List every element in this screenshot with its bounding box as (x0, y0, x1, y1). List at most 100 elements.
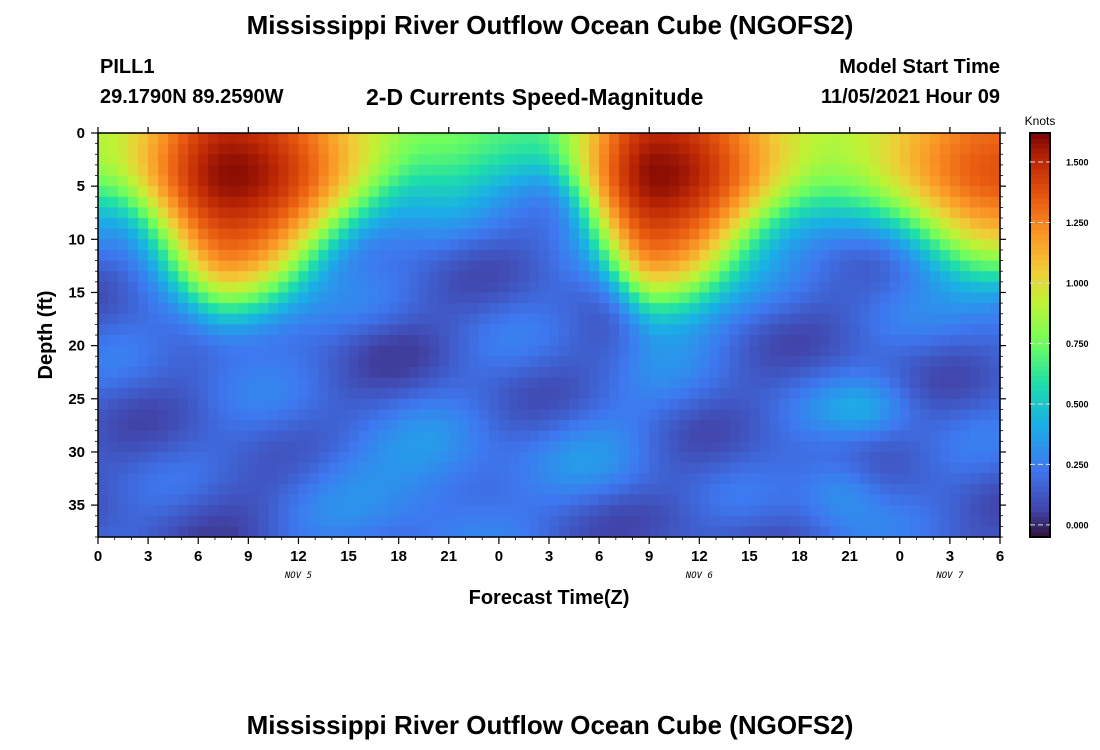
heatmap-cell (158, 388, 169, 400)
heatmap-cell (609, 133, 620, 145)
heatmap-cell (729, 483, 741, 496)
heatmap-cell (939, 303, 951, 315)
heatmap-cell (538, 281, 550, 294)
heatmap-cell (318, 196, 330, 209)
heatmap-cell (589, 451, 600, 464)
heatmap-cell (719, 164, 730, 177)
heatmap-cell (538, 526, 550, 538)
heatmap-cell (478, 430, 490, 442)
heatmap-cell (939, 398, 951, 411)
heatmap-cell (538, 473, 550, 485)
heatmap-cell (338, 526, 350, 538)
heatmap-cell (168, 473, 179, 485)
heatmap-cell (108, 420, 119, 432)
heatmap-cell (298, 143, 310, 155)
heatmap-cell (188, 154, 199, 166)
heatmap-cell (989, 228, 1001, 240)
heatmap-cell (208, 494, 219, 506)
heatmap-cell (388, 515, 400, 527)
heatmap-cell (569, 133, 580, 145)
heatmap-cell (669, 196, 680, 209)
heatmap-cell (378, 420, 390, 432)
heatmap-cell (749, 345, 761, 357)
heatmap-cell (579, 420, 590, 432)
heatmap-cell (689, 377, 700, 389)
heatmap-cell (909, 366, 921, 379)
heatmap-cell (619, 505, 630, 517)
heatmap-cell (799, 196, 811, 209)
heatmap-cell (238, 271, 249, 283)
colorbar-segment (1030, 360, 1050, 366)
heatmap-cell (849, 207, 861, 219)
heatmap-cell (939, 271, 951, 283)
heatmap-cell (989, 239, 1001, 251)
heatmap-cell (699, 186, 710, 198)
heatmap-cell (959, 366, 971, 379)
heatmap-cell (328, 409, 340, 421)
heatmap-cell (609, 377, 620, 389)
heatmap-cell (609, 249, 620, 262)
heatmap-cell (789, 324, 801, 336)
heatmap-cell (959, 313, 971, 325)
heatmap-cell (729, 473, 741, 485)
heatmap-cell (569, 388, 580, 400)
heatmap-cell (418, 420, 430, 432)
heatmap-cell (268, 366, 279, 379)
heatmap-cell (889, 228, 901, 240)
colorbar-segment (1030, 198, 1050, 205)
heatmap-cell (839, 335, 851, 347)
heatmap-cell (969, 154, 981, 166)
heatmap-cell (909, 271, 921, 283)
heatmap-cell (959, 409, 971, 421)
heatmap-cell (639, 239, 650, 251)
heatmap-cell (709, 462, 720, 474)
heatmap-cell (639, 505, 650, 517)
heatmap-cell (238, 303, 249, 315)
heatmap-cell (198, 388, 209, 400)
heatmap-cell (879, 420, 891, 432)
heatmap-cell (498, 154, 510, 166)
heatmap-cell (689, 143, 700, 155)
heatmap-cell (408, 366, 420, 379)
heatmap-cell (619, 420, 630, 432)
heatmap-cell (388, 186, 400, 198)
heatmap-cell (178, 366, 189, 379)
heatmap-cell (498, 335, 510, 347)
heatmap-cell (839, 473, 851, 485)
heatmap-cell (579, 494, 590, 506)
heatmap-cell (508, 483, 520, 496)
heatmap-cell (298, 249, 310, 262)
heatmap-cell (929, 462, 941, 474)
heatmap-cell (769, 239, 781, 251)
heatmap-cell (899, 303, 911, 315)
heatmap-cell (408, 441, 420, 453)
heatmap-cell (679, 175, 690, 187)
heatmap-cell (458, 175, 470, 187)
heatmap-cell (889, 154, 901, 166)
heatmap-cell (649, 409, 660, 421)
heatmap-cell (398, 462, 410, 474)
heatmap-cell (138, 441, 149, 453)
heatmap-cell (158, 154, 169, 166)
page-title: Mississippi River Outflow Ocean Cube (NG… (246, 10, 854, 40)
heatmap-cell (569, 292, 580, 304)
heatmap-cell (428, 249, 440, 262)
heatmap-cell (719, 345, 730, 357)
heatmap-cell (398, 451, 410, 464)
heatmap-cell (709, 207, 720, 219)
heatmap-cell (388, 377, 400, 389)
heatmap-cell (869, 515, 881, 527)
heatmap-cell (218, 324, 229, 336)
heatmap-cell (268, 324, 279, 336)
heatmap-cell (579, 398, 590, 411)
heatmap-cell (909, 175, 921, 187)
heatmap-cell (689, 281, 700, 294)
heatmap-cell (468, 335, 480, 347)
heatmap-cell (298, 420, 310, 432)
heatmap-cell (719, 260, 730, 272)
heatmap-cell (899, 239, 911, 251)
heatmap-cell (428, 473, 440, 485)
heatmap-cell (258, 462, 269, 474)
heatmap-cell (799, 292, 811, 304)
heatmap-cell (358, 430, 370, 442)
